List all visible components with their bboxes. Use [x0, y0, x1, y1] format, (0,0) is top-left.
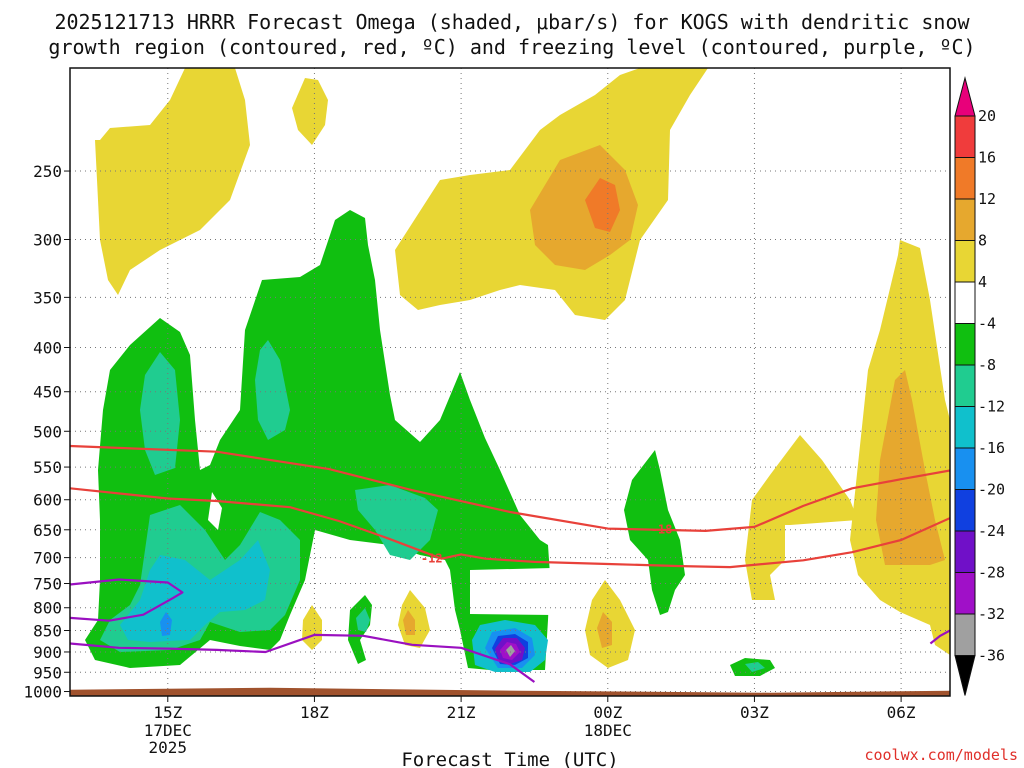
x-tick-label-15Z: 15Z	[153, 703, 182, 722]
y-tick-label-950: 950	[33, 663, 62, 682]
colorbar-swatch-9	[954, 447, 976, 490]
colorbar-label--28: -28	[978, 564, 1005, 582]
omega-region-rising-teal-03z	[745, 662, 765, 672]
y-tick-label-300: 300	[33, 230, 62, 249]
omega-region-neutral-hole	[470, 568, 553, 615]
y-tick-label-250: 250	[33, 162, 62, 181]
contour-label-dendritic_-18: -18	[651, 523, 673, 537]
x-axis-label: Forecast Time (UTC)	[401, 749, 618, 768]
colorbar-label--16: -16	[978, 439, 1005, 457]
x-tick-sublabel-17DEC: 17DEC	[144, 721, 192, 740]
contour-dendritic_-12	[70, 487, 950, 569]
x-tick-label-18Z: 18Z	[300, 703, 329, 722]
y-tick-label-800: 800	[33, 599, 62, 618]
omega-region-rising-teal-mid	[355, 485, 438, 560]
colorbar-label--36: -36	[978, 647, 1005, 665]
y-tick-label-450: 450	[33, 383, 62, 402]
colorbar-swatch-12	[954, 572, 976, 615]
colorbar-swatch-8	[954, 406, 976, 449]
colorbar-swatch-10	[954, 489, 976, 532]
y-tick-label-900: 900	[33, 643, 62, 662]
colorbar-label--8: -8	[978, 356, 996, 374]
chart-title-line-2: growth region (contoured, red, ºC) and f…	[48, 35, 975, 59]
colorbar-label--20: -20	[978, 481, 1005, 499]
colorbar-swatch-1	[954, 115, 976, 158]
colorbar-label--24: -24	[978, 522, 1005, 540]
contour-dendritic_-18	[70, 444, 950, 532]
colorbar-swatch-7	[954, 364, 976, 407]
contour-freezing_level_lower	[70, 633, 536, 683]
omega-region-sinking-dark-orange	[585, 178, 620, 232]
colorbar-swatch-11	[954, 530, 976, 573]
x-tick-sublabel-2025: 2025	[149, 738, 188, 757]
colorbar-label-8: 8	[978, 232, 987, 250]
omega-region-rising-blue-left	[160, 612, 172, 636]
y-tick-label-550: 550	[33, 458, 62, 477]
contour-label-dendritic_-12: -12	[421, 552, 443, 566]
colorbar-swatch-3	[954, 198, 976, 241]
x-tick-label-06Z: 06Z	[887, 703, 916, 722]
x-tick-label-00Z: 00Z	[593, 703, 622, 722]
ground-fill	[70, 687, 950, 696]
colorbar-swatch-6	[954, 323, 976, 366]
y-tick-label-600: 600	[33, 491, 62, 510]
ground-surface	[70, 687, 950, 696]
omega-region-sinking-bottom-18z	[302, 605, 322, 650]
omega-region-rising-cyan-left	[120, 540, 270, 642]
omega-region-sinking-small-top	[292, 78, 328, 145]
y-tick-label-350: 350	[33, 288, 62, 307]
y-tick-label-1000: 1000	[23, 683, 62, 702]
plot-frame	[69, 67, 951, 697]
chart-title-line-1: 2025121713 HRRR Forecast Omega (shaded, …	[54, 10, 970, 34]
omega-shading	[85, 68, 950, 676]
omega-region-sinking-orange-00z	[530, 145, 638, 270]
y-tick-label-850: 850	[33, 622, 62, 641]
y-tick-label-750: 750	[33, 575, 62, 594]
colorbar-label--12: -12	[978, 398, 1005, 416]
omega-region-rising-right-green	[624, 450, 685, 615]
omega-region-rising-gray-21z	[506, 645, 515, 657]
watermark: coolwx.com/models	[864, 746, 1018, 764]
contour-lines: -12 -18	[70, 444, 950, 683]
colorbar-label-4: 4	[978, 273, 987, 291]
y-tick-label-400: 400	[33, 339, 62, 358]
y-tick-label-650: 650	[33, 521, 62, 540]
colorbar-bottom-arrow	[954, 655, 976, 696]
colorbar-label-16: 16	[978, 149, 996, 167]
colorbar-swatch-2	[954, 157, 976, 200]
x-tick-label-21Z: 21Z	[447, 703, 476, 722]
y-axis: 250 300 350 400 450 500 550 600 650 700 750 800 850 9…	[23, 162, 70, 702]
contour-freezing_level_upper	[70, 578, 184, 622]
omega-region-sinking-orange-20z	[403, 610, 415, 635]
colorbar-top-arrow	[954, 76, 976, 117]
x-tick-sublabel-18DEC: 18DEC	[584, 721, 632, 740]
omega-region-rising-teal-small	[356, 608, 370, 632]
omega-region-sinking-right-mid	[745, 435, 858, 600]
contour-freezing_level_right	[929, 629, 950, 645]
colorbar-swatch-4	[954, 240, 976, 283]
colorbar: 20 16 12 8 4 -4 -8 -12 -16 -20 -24 -28 -32 -36	[954, 76, 1005, 696]
omega-region-rising-teal-2	[255, 340, 290, 440]
colorbar-label--4: -4	[978, 315, 996, 333]
colorbar-label-20: 20	[978, 107, 996, 125]
y-tick-label-500: 500	[33, 422, 62, 441]
omega-region-sinking-upper-left	[95, 68, 250, 295]
colorbar-swatch-13	[954, 613, 976, 656]
y-tick-label-700: 700	[33, 549, 62, 568]
x-tick-label-03Z: 03Z	[740, 703, 769, 722]
colorbar-label--32: -32	[978, 605, 1005, 623]
omega-region-sinking-right-lower	[930, 612, 950, 655]
colorbar-swatch-5	[954, 281, 976, 324]
omega-region-rising-teal-left	[140, 352, 180, 475]
colorbar-label-12: 12	[978, 190, 996, 208]
